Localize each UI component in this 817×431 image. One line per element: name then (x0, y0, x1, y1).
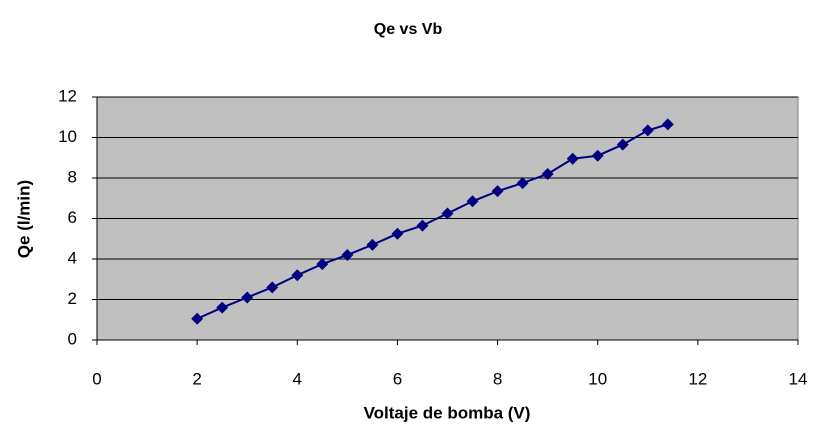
x-tick-label: 10 (588, 369, 607, 388)
marker (291, 269, 304, 282)
y-axis-label: Qe (l/min) (14, 180, 33, 258)
y-tick-label: 10 (58, 127, 77, 146)
marker (566, 152, 579, 165)
marker (316, 258, 329, 271)
y-tick-label: 0 (68, 329, 77, 348)
marker (216, 301, 229, 314)
x-tick-label: 12 (688, 369, 707, 388)
x-tick-label: 4 (293, 369, 302, 388)
marker (391, 227, 404, 240)
marker (441, 207, 454, 220)
y-tick-label: 4 (68, 248, 77, 267)
marker (591, 149, 604, 162)
marker (616, 138, 629, 151)
y-tick-label: 8 (68, 167, 77, 186)
marker (466, 195, 479, 208)
marker (341, 248, 354, 261)
x-tick-label: 14 (789, 369, 808, 388)
x-tick-label: 0 (92, 369, 101, 388)
chart-title: Qe vs Vb (374, 21, 443, 38)
y-tick-label: 2 (68, 289, 77, 308)
marker (641, 124, 654, 137)
marker (491, 185, 504, 198)
marker (516, 177, 529, 190)
marker (366, 238, 379, 251)
y-tick-label: 6 (68, 208, 77, 227)
marker (266, 281, 279, 294)
x-tick-label: 2 (192, 369, 201, 388)
marker (241, 291, 254, 304)
marker (661, 118, 674, 131)
x-axis-label: Voltaje de bomba (V) (364, 403, 531, 422)
marker (541, 167, 554, 180)
x-tick-label: 6 (393, 369, 402, 388)
x-tick-label: 8 (493, 369, 502, 388)
marker (191, 312, 204, 325)
y-tick-label: 12 (58, 86, 77, 105)
marker (416, 219, 429, 232)
